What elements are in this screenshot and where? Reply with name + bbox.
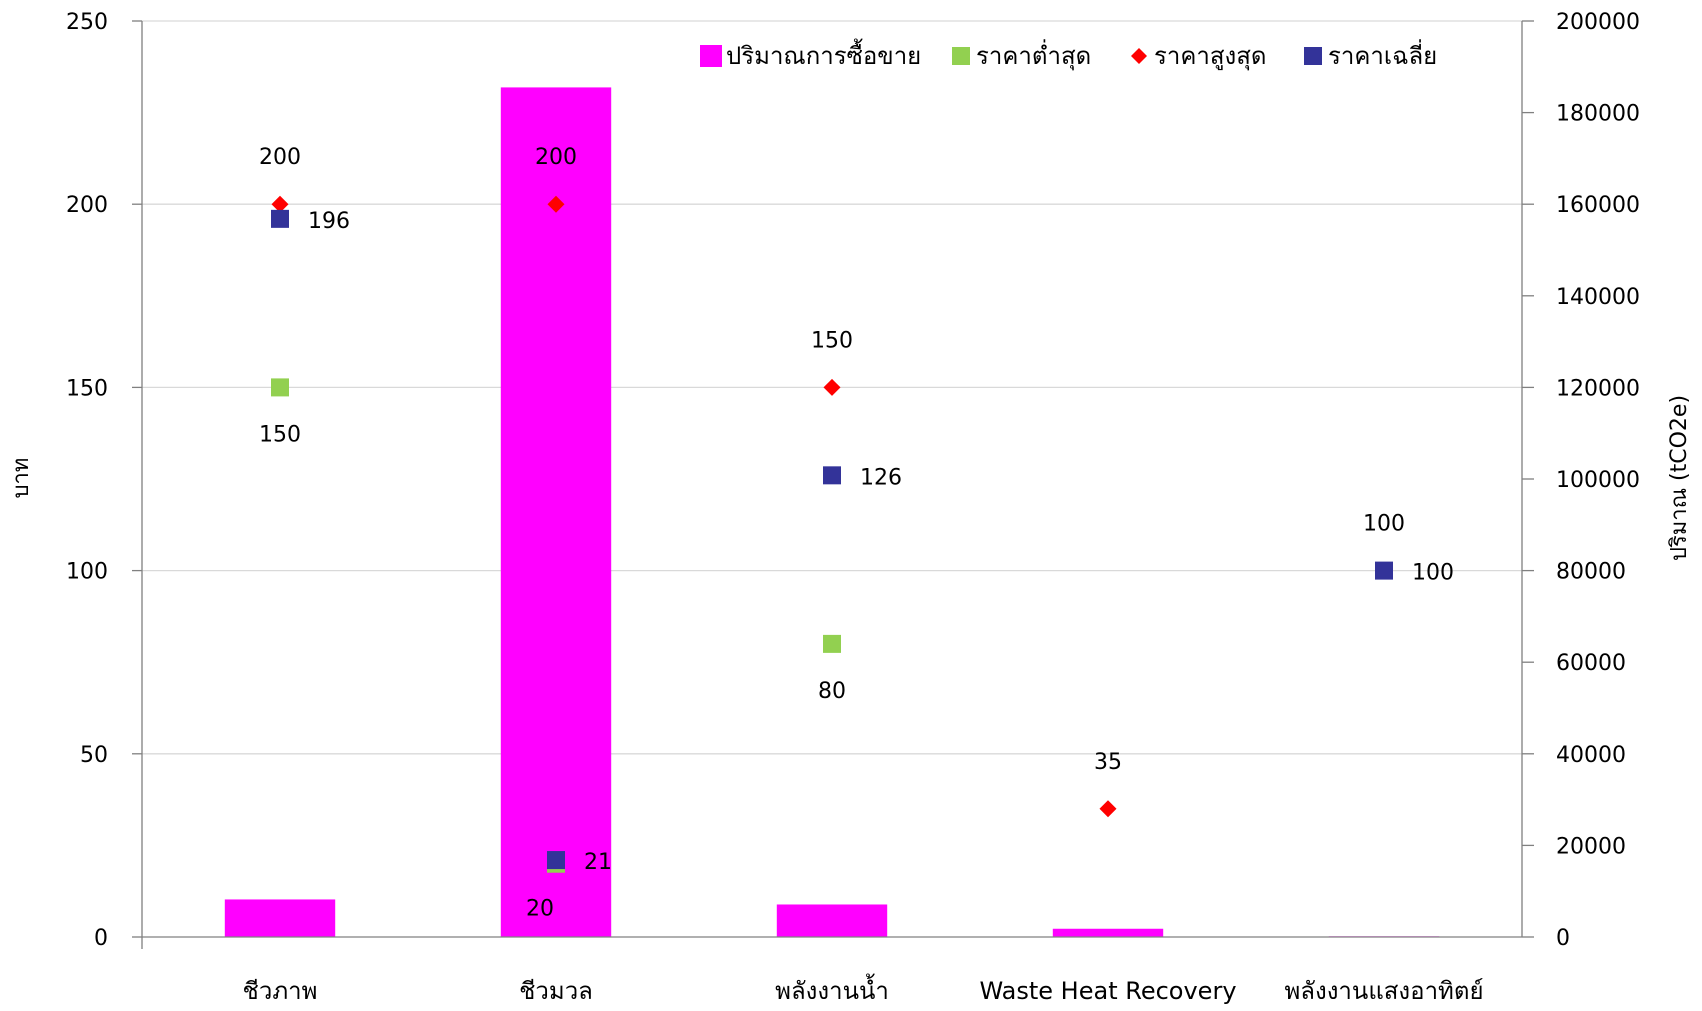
- x-category-label: ชีวมวล: [519, 977, 593, 1005]
- legend-swatch: [1131, 48, 1147, 64]
- legend-swatch: [952, 47, 970, 65]
- tick-labels-group: 0 50 100 150 200 250 0 20000 40000 60000 80000 1000…: [66, 10, 1640, 1005]
- data-label: 200: [535, 145, 577, 170]
- legend: ปริมาณการซื้อขาย ราคาต่ำสุด ราคาสูงสุด ราคา…: [700, 38, 1437, 71]
- data-labels-group: 200 196 150 200 21 20 150 126 80 35 100 100: [259, 145, 1454, 922]
- data-label: 35: [1094, 750, 1122, 775]
- marker-0: [271, 209, 289, 228]
- legend-label: ราคาต่ำสุด: [976, 39, 1091, 71]
- y-right-tick-label: 200000: [1556, 10, 1640, 35]
- marker-2: [823, 378, 841, 396]
- y-axis-left-title: บาท: [9, 458, 34, 499]
- y-right-tick-label: 60000: [1556, 651, 1626, 676]
- data-label: 100: [1363, 512, 1405, 537]
- y-left-tick-label: 150: [66, 376, 108, 401]
- y-right-tick-label: 120000: [1556, 376, 1640, 401]
- marker-3: [1099, 800, 1117, 818]
- bar-2: [776, 904, 888, 937]
- y-left-tick-label: 50: [80, 743, 108, 768]
- y-right-tick-label: 0: [1556, 926, 1570, 951]
- x-category-label: พลังงานแสงอาทิตย์: [1284, 977, 1483, 1005]
- y-left-tick-label: 200: [66, 193, 108, 218]
- legend-swatch: [1304, 47, 1322, 65]
- marker-1: [547, 851, 565, 870]
- data-label: 80: [818, 679, 846, 704]
- y-right-tick-label: 100000: [1556, 468, 1640, 493]
- data-label: 150: [259, 422, 301, 447]
- marker-2: [823, 466, 841, 485]
- data-label: 100: [1412, 561, 1454, 586]
- legend-label: ราคาสูงสุด: [1154, 42, 1267, 71]
- bar-3: [1052, 928, 1164, 937]
- marker-2: [823, 634, 841, 653]
- legend-label: ราคาเฉลี่ย: [1328, 39, 1437, 70]
- y-right-tick-label: 140000: [1556, 285, 1640, 310]
- y-right-tick-label: 20000: [1556, 834, 1626, 859]
- data-label: 126: [860, 465, 902, 490]
- y-right-tick-label: 80000: [1556, 560, 1626, 585]
- marker-1: [547, 195, 565, 213]
- y-left-tick-label: 250: [66, 10, 108, 35]
- data-label: 21: [584, 850, 612, 875]
- data-label: 150: [811, 328, 853, 353]
- data-label: 200: [259, 145, 301, 170]
- bar-1: [500, 87, 612, 937]
- bar-0: [224, 899, 336, 937]
- marker-0: [271, 378, 289, 397]
- axes: [132, 20, 1534, 949]
- legend-label: ปริมาณการซื้อขาย: [726, 38, 921, 70]
- y-right-tick-label: 40000: [1556, 743, 1626, 768]
- data-label: 196: [308, 209, 350, 234]
- x-category-label: พลังงานน้ำ: [775, 973, 889, 1005]
- marker-0: [271, 195, 289, 213]
- y-right-tick-label: 180000: [1556, 102, 1640, 127]
- y-right-tick-label: 160000: [1556, 193, 1640, 218]
- x-category-label: Waste Heat Recovery: [979, 977, 1236, 1005]
- markers-group: [271, 195, 1393, 873]
- legend-swatch: [700, 45, 722, 67]
- y-axis-right-title: ปริมาณ (tCO2e): [1667, 395, 1692, 561]
- marker-4: [1375, 561, 1393, 580]
- y-left-tick-label: 0: [94, 926, 108, 951]
- data-label: 20: [526, 897, 554, 922]
- bars-group: [224, 87, 1440, 937]
- x-category-label: ชีวภาพ: [243, 977, 318, 1005]
- y-left-tick-label: 100: [66, 560, 108, 585]
